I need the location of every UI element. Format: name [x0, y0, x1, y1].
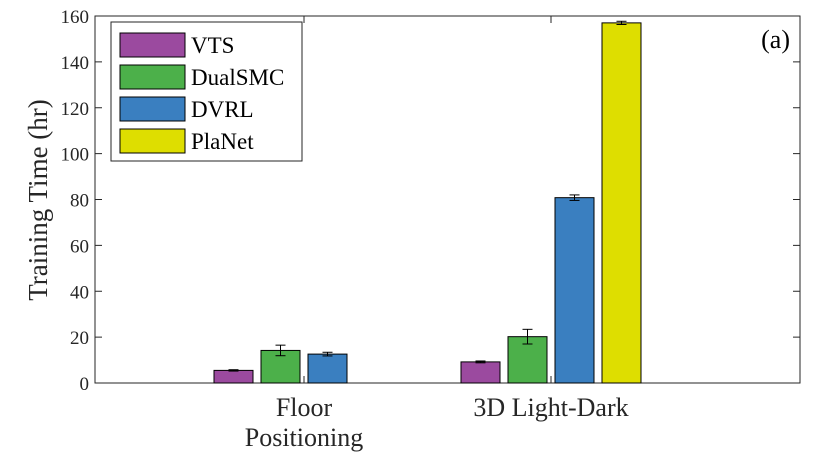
- panel-label: (a): [761, 25, 790, 54]
- bars-group: [213, 16, 642, 384]
- legend-label: PlaNet: [191, 129, 254, 154]
- y-tick-label: 140: [61, 53, 90, 74]
- y-tick-label: 80: [70, 191, 89, 212]
- legend-label: DualSMC: [191, 65, 284, 90]
- legend-label: DVRL: [191, 97, 254, 122]
- legend-swatch: [119, 96, 186, 122]
- y-ticks-group: 0 20 40 60 80 100 120 140 160: [61, 7, 800, 395]
- legend-swatch: [119, 64, 186, 90]
- y-tick-label: 40: [70, 282, 89, 303]
- y-tick-label: 0: [80, 374, 90, 395]
- legend: VTS DualSMC DVRL PlaNet: [110, 21, 303, 162]
- x-category-label: Floor Positioning: [245, 393, 363, 452]
- bar: [460, 361, 501, 384]
- y-tick-label: 160: [61, 7, 90, 28]
- y-tick-label: 20: [70, 328, 89, 349]
- bar: [601, 22, 642, 384]
- y-tick-label: 100: [61, 145, 90, 166]
- x-category-label: 3D Light-Dark: [473, 393, 628, 422]
- bar: [554, 197, 595, 384]
- x-category-labels: Floor Positioning 3D Light-Dark: [245, 393, 629, 452]
- y-tick-label: 60: [70, 236, 89, 257]
- bar: [307, 353, 348, 384]
- y-axis-label: Training Time (hr): [23, 99, 53, 301]
- x-category-label-line: Floor: [276, 393, 333, 422]
- y-tick-label: 120: [61, 99, 90, 120]
- x-category-label-line: Positioning: [245, 423, 363, 452]
- legend-swatch: [119, 32, 186, 58]
- bar: [213, 369, 254, 384]
- x-category-label-line: 3D Light-Dark: [473, 393, 628, 422]
- legend-swatch: [119, 128, 186, 154]
- legend-label: VTS: [191, 33, 234, 58]
